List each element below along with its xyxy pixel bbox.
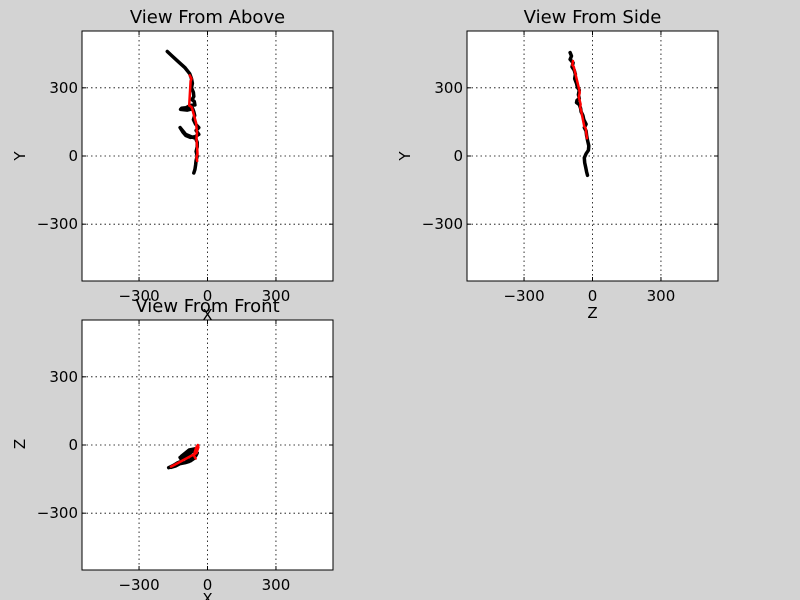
x-axis-label: Z <box>587 304 597 322</box>
subplot-title: View From Front <box>135 296 279 317</box>
x-tick-label: 300 <box>262 287 291 305</box>
y-tick-label: 0 <box>453 147 463 165</box>
y-axis-label: Z <box>11 439 29 449</box>
y-tick-label: −300 <box>37 215 78 233</box>
trajectory-highlight-line <box>571 59 589 140</box>
y-tick-label: 0 <box>68 147 78 165</box>
x-tick-label: 0 <box>203 576 213 594</box>
trajectory-highlight-line <box>187 74 199 163</box>
x-axis-label: X <box>202 590 212 600</box>
y-tick-label: 300 <box>49 79 78 97</box>
x-tick-label: 0 <box>588 287 598 305</box>
trajectory-line <box>166 446 199 470</box>
x-tick-label: 300 <box>647 287 676 305</box>
plot-area: −300 0 300 −300 0 300 <box>422 30 719 305</box>
subplot-title: View From Side <box>524 7 662 28</box>
trajectory-highlight-line <box>169 443 200 468</box>
x-tick-label: −300 <box>118 287 159 305</box>
y-axis-label: Y <box>396 151 414 162</box>
subplot-view-from-side: −300 0 300 −300 0 300 View From Side Z Y <box>396 7 719 322</box>
plot-area: −300 0 300 −300 0 300 <box>37 30 334 305</box>
subplot-view-from-front: −300 0 300 −300 0 300 View From Front X Z <box>11 296 334 600</box>
subplot-view-from-above: −300 0 300 −300 0 300 View From Above X Y <box>11 7 334 324</box>
y-tick-label: −300 <box>422 215 463 233</box>
x-tick-label: 0 <box>203 287 213 305</box>
subplot-title: View From Above <box>130 7 285 28</box>
y-tick-label: 0 <box>68 436 78 454</box>
y-tick-label: −300 <box>37 504 78 522</box>
plot-area: −300 0 300 −300 0 300 <box>37 319 334 594</box>
y-tick-label: 300 <box>49 368 78 386</box>
x-tick-label: 300 <box>262 576 291 594</box>
x-tick-label: −300 <box>503 287 544 305</box>
y-tick-label: 300 <box>434 79 463 97</box>
x-axis-label: X <box>202 306 212 324</box>
x-tick-label: −300 <box>118 576 159 594</box>
y-axis-label: Y <box>11 151 29 162</box>
